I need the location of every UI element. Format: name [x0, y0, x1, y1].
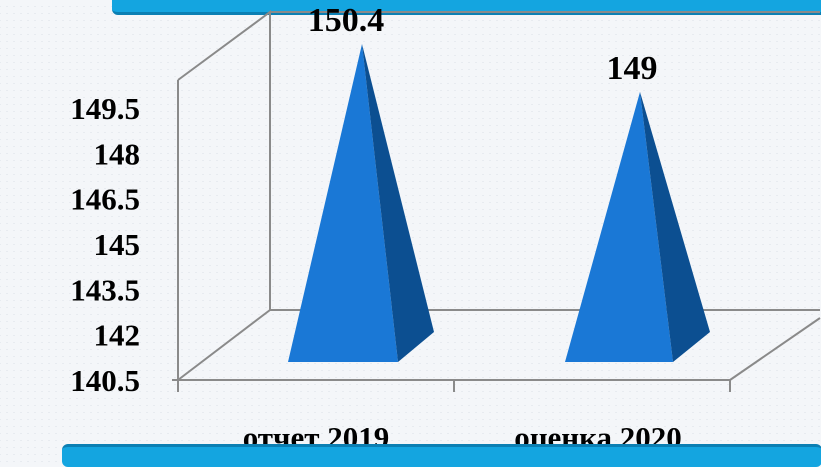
pyramid-bar-side: [640, 91, 710, 362]
y-tick-label: 143.5: [70, 272, 140, 307]
pyramid-bar-side: [362, 44, 434, 362]
bottom-frame-band: [62, 444, 821, 467]
data-label: 149: [607, 50, 658, 87]
y-tick-label: 142: [94, 318, 141, 353]
y-tick-label: 148: [94, 136, 141, 171]
floor-left-edge: [177, 309, 271, 381]
y-tick-label: 146.5: [70, 182, 140, 217]
y-tick-label: 149.5: [70, 91, 140, 126]
pyramid-bar-front: [565, 91, 673, 362]
floor-right-edge: [729, 317, 821, 381]
back-wall-left-edge: [177, 10, 271, 310]
y-tick-label: 140.5: [70, 363, 140, 398]
y-tick-label: 145: [94, 227, 141, 262]
pyramid-bar-front: [288, 44, 398, 362]
data-label: 150.4: [308, 2, 385, 39]
